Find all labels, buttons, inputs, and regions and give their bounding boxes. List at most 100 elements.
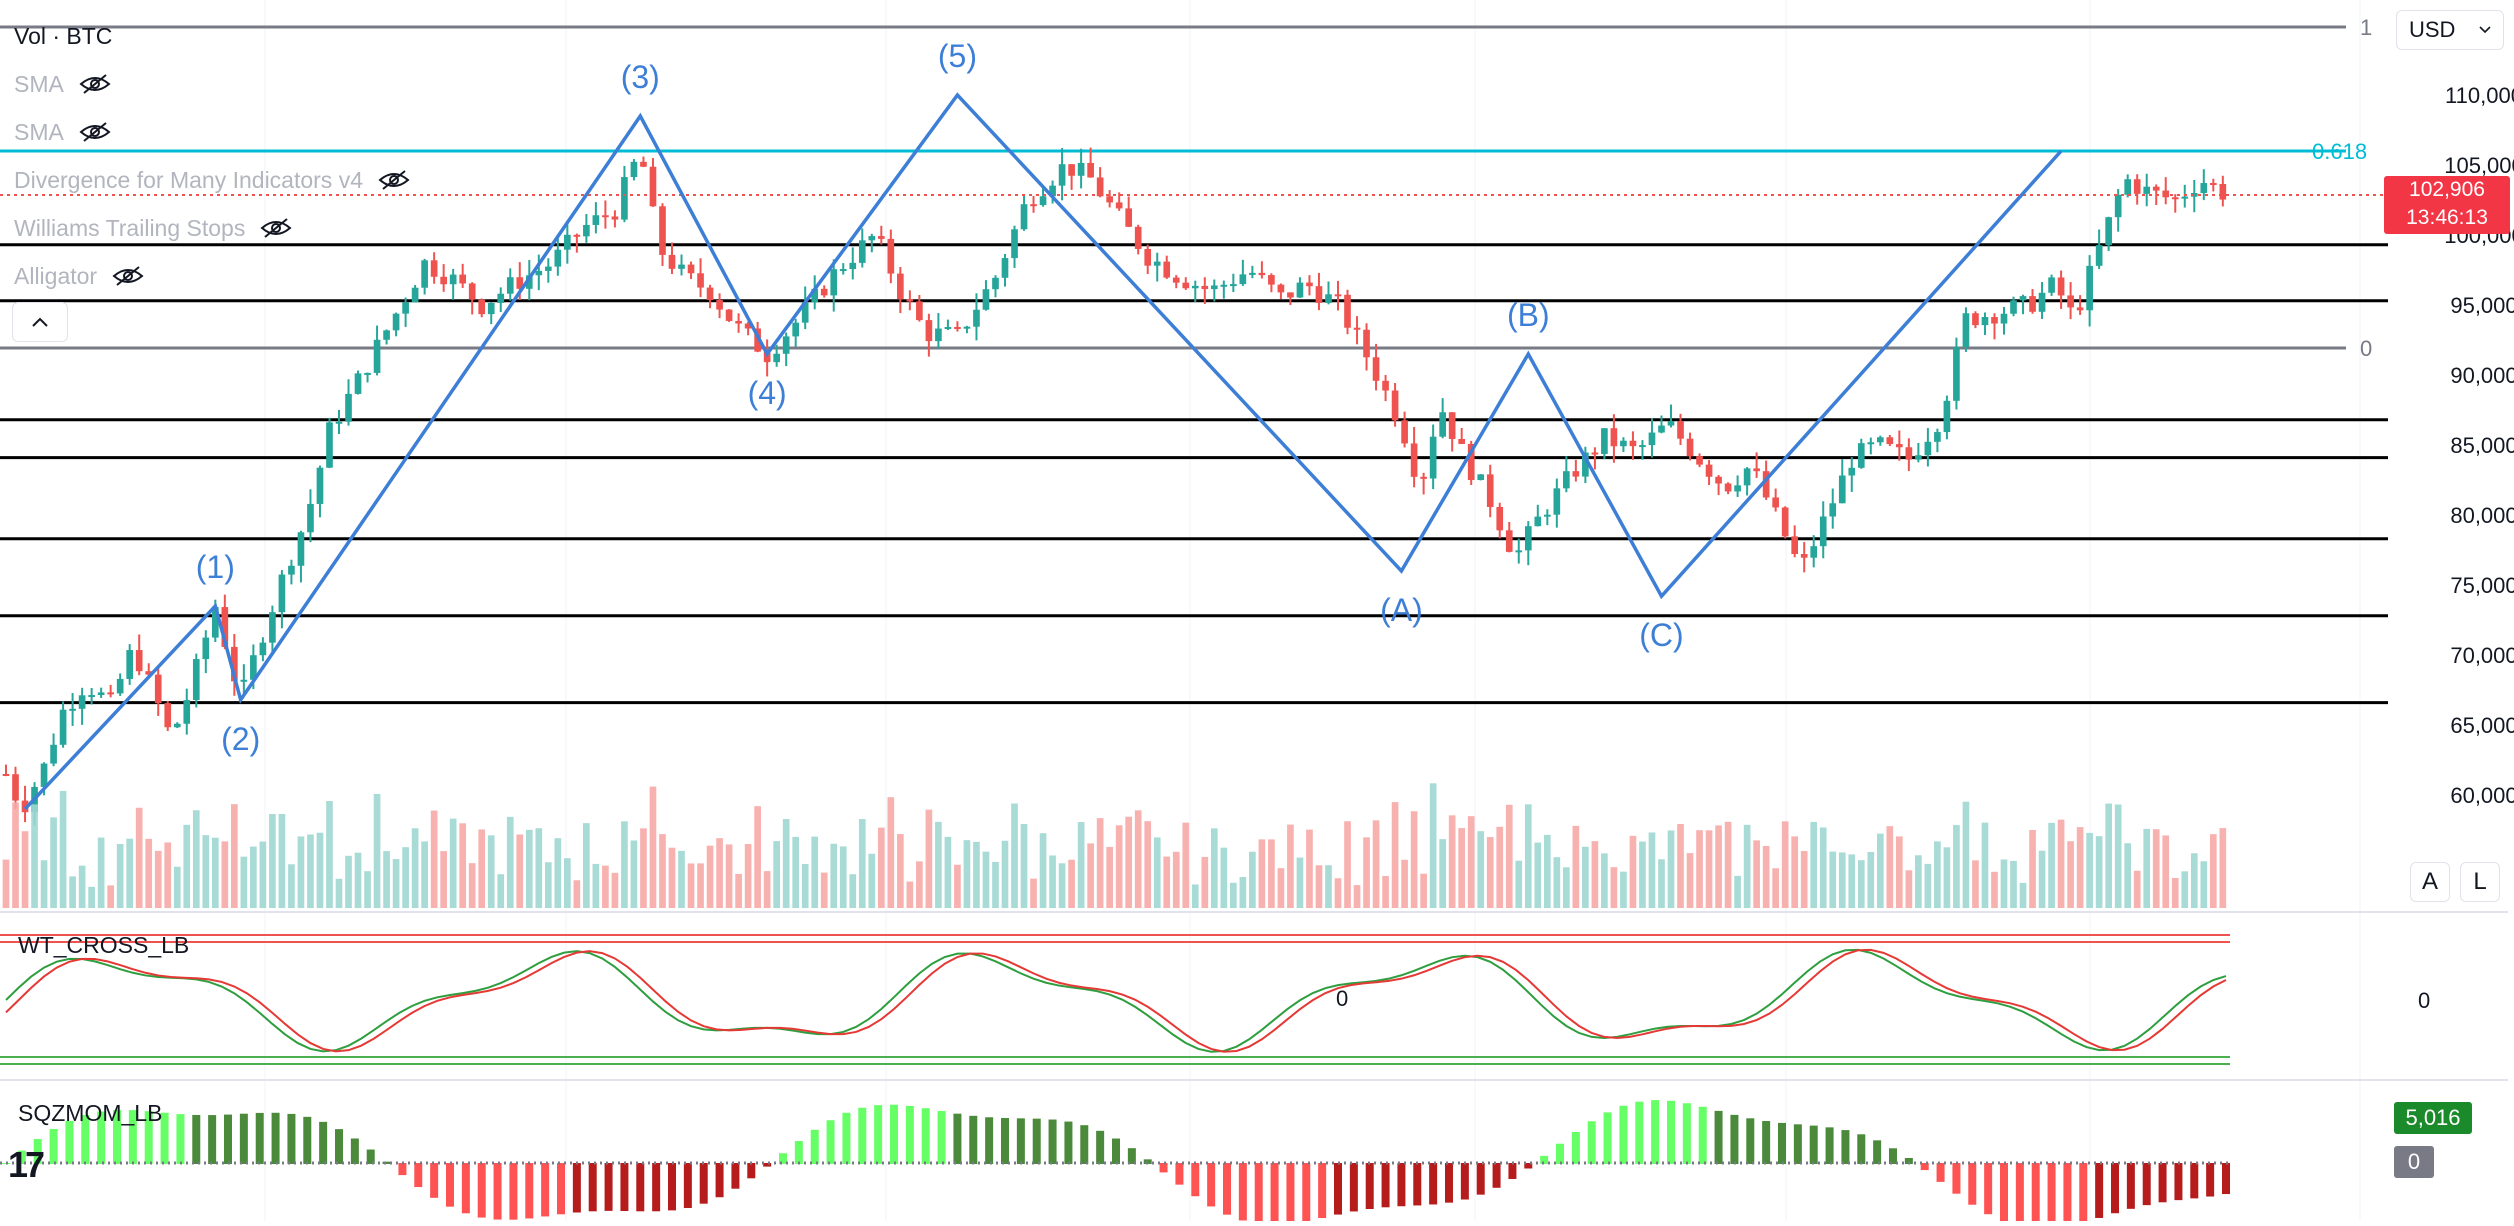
volume-bar: [183, 824, 191, 908]
volume-bar: [1838, 852, 1846, 908]
volume-bar: [164, 842, 172, 908]
volume-bar: [782, 819, 790, 908]
eye-off-icon[interactable]: [377, 169, 411, 191]
candle-body: [935, 328, 942, 342]
volume-bar: [811, 836, 819, 908]
candle-body: [126, 650, 134, 679]
sqzmom-bar: [255, 1112, 264, 1164]
candle-body: [50, 744, 57, 764]
volume-bar: [668, 847, 676, 908]
candle-body: [2200, 183, 2208, 194]
eye-off-icon[interactable]: [259, 217, 293, 239]
volume-bar: [1620, 871, 1627, 908]
candle-body: [154, 674, 162, 704]
sqzmom-bar: [49, 1128, 58, 1164]
candle-body: [211, 607, 219, 638]
legend-row-divergence[interactable]: Divergence for Many Indicators v4: [14, 156, 411, 204]
volume-bar: [1658, 859, 1665, 908]
sqzmom-bar: [1207, 1163, 1216, 1207]
candle-body: [1753, 468, 1760, 472]
candle-body: [1943, 400, 1951, 433]
candle-body: [1505, 530, 1513, 552]
candle-body: [2162, 190, 2170, 198]
candle-body: [1020, 204, 1028, 230]
volume-bar: [2209, 834, 2217, 908]
sqzmom-bar: [2111, 1163, 2119, 1214]
volume-bar: [687, 863, 695, 908]
candle-body: [135, 650, 143, 672]
volume-bar: [1296, 857, 1304, 908]
candle-body: [1781, 507, 1789, 537]
legend-row-williams[interactable]: Williams Trailing Stops: [14, 204, 411, 252]
volume-bar: [868, 853, 876, 908]
log-scale-button[interactable]: L: [2460, 862, 2500, 902]
candle-body: [497, 293, 505, 303]
elliott-wave-line: [23, 92, 2063, 811]
volume-bar: [506, 816, 514, 908]
candle-body: [2067, 295, 2074, 308]
candle-body: [202, 637, 210, 660]
volume-bar: [2171, 877, 2179, 908]
volume-bar: [383, 851, 390, 908]
volume-bar: [1306, 829, 1313, 908]
collapse-legend-button[interactable]: [12, 302, 68, 342]
y-axis-tick-label: 75,000: [2450, 573, 2514, 598]
wave-label: (B): [1507, 297, 1550, 333]
sqzmom-bar: [1920, 1163, 1929, 1171]
volume-bar: [1553, 857, 1561, 908]
eye-off-icon[interactable]: [111, 265, 145, 287]
volume-bar: [31, 804, 38, 908]
volume-bar: [1781, 821, 1789, 908]
sqzmom-bar: [1667, 1100, 1675, 1164]
candle-body: [1172, 277, 1180, 283]
volume-bar: [421, 841, 428, 908]
candle-body: [1401, 420, 1408, 444]
legend-row-alligator[interactable]: Alligator: [14, 252, 411, 300]
sqzmom-bar: [128, 1110, 137, 1164]
candle-body: [1934, 432, 1941, 442]
candle-body: [554, 249, 562, 267]
volume-bar: [2114, 804, 2122, 908]
sqzmom-bar: [1904, 1157, 1913, 1164]
volume-bar: [1153, 837, 1161, 908]
sqzmom-bar: [335, 1129, 343, 1164]
candle-body: [963, 326, 971, 329]
volume-bar: [544, 862, 552, 908]
candle-body: [925, 320, 933, 342]
volume-bar: [820, 872, 828, 908]
candle-body: [145, 671, 153, 675]
sqzmom-bar: [2158, 1163, 2167, 1203]
candle-body: [1249, 272, 1256, 275]
volume-bar: [1515, 860, 1523, 908]
volume-bar: [744, 843, 752, 908]
eye-off-icon[interactable]: [78, 73, 112, 95]
volume-bar: [2181, 871, 2189, 908]
candle-body: [659, 206, 666, 255]
candle-body: [468, 283, 476, 300]
eye-off-icon[interactable]: [78, 121, 112, 143]
legend-row-sma-1[interactable]: SMA: [14, 60, 411, 108]
candle-body: [1953, 346, 1960, 401]
candle-body: [735, 320, 742, 324]
volume-bar: [754, 806, 761, 908]
legend-row-sma-2[interactable]: SMA: [14, 108, 411, 156]
volume-bar: [1753, 840, 1760, 908]
sqzmom-bar: [33, 1139, 42, 1164]
volume-bar: [1467, 816, 1475, 908]
volume-bar: [40, 860, 48, 908]
currency-select[interactable]: USD: [2396, 10, 2504, 50]
candle-body: [2057, 277, 2065, 296]
candle-body: [1800, 554, 1808, 558]
candle-body: [1724, 483, 1732, 492]
volume-bar: [916, 861, 923, 908]
sqzmom-bar: [1556, 1143, 1564, 1164]
volume-bar: [1258, 839, 1266, 908]
auto-scale-button[interactable]: A: [2410, 862, 2450, 902]
sqzmom-bar: [1460, 1163, 1469, 1200]
volume-bar: [2019, 882, 2027, 908]
candle-body: [1553, 488, 1561, 515]
candle-body: [630, 161, 638, 178]
legend-row-volume[interactable]: Vol · BTC: [14, 12, 411, 60]
